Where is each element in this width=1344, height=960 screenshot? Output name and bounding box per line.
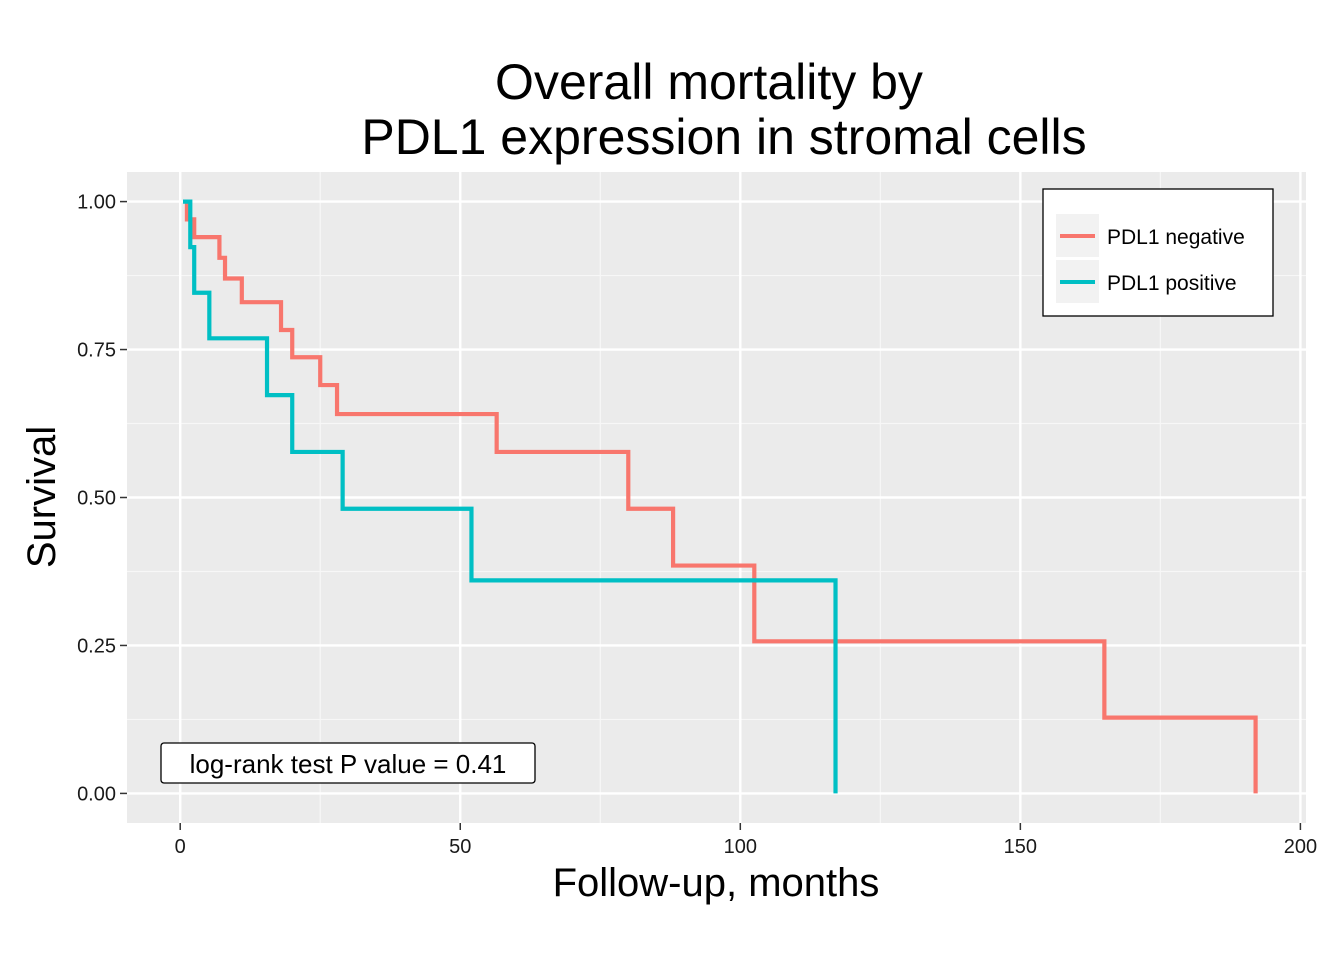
chart-title-line-1: Overall mortality by [495,54,923,110]
annotation-text: log-rank test P value = 0.41 [190,749,507,779]
y-axis-title: Survival [20,426,64,568]
y-tick-label: 0.75 [77,340,116,362]
annotation-box [160,742,536,784]
legend-label-pdl1-positive: PDL1 positive [1107,272,1237,295]
y-axis-ticks: 0.00 0.25 0.50 0.75 1.00 [77,192,127,805]
legend-label-pdl1-negative: PDL1 negative [1107,226,1245,249]
y-tick-label: 0.00 [77,783,116,805]
x-axis-title: Follow-up, months [553,861,880,905]
x-axis-ticks: 0 50 100 150 200 [175,823,1317,858]
x-tick-label: 150 [1004,836,1037,858]
grid-major [127,172,1306,823]
x-tick-label: 50 [449,836,471,858]
x-tick-label: 100 [724,836,757,858]
series-layer [183,199,1258,794]
series-line-pdl1-negative [184,199,1258,794]
y-tick-label: 1.00 [77,192,116,214]
series-line-pdl1-positive [183,199,838,794]
chart-title-line-2: PDL1 expression in stromal cells [361,109,1086,165]
x-tick-label: 200 [1284,836,1317,858]
legend: PDL1 negative PDL1 positive [1042,188,1274,317]
y-tick-label: 0.50 [77,488,116,510]
x-tick-label: 0 [175,836,186,858]
pvalue-annotation: log-rank test P value = 0.41 [160,742,536,784]
y-tick-label: 0.25 [77,635,116,657]
